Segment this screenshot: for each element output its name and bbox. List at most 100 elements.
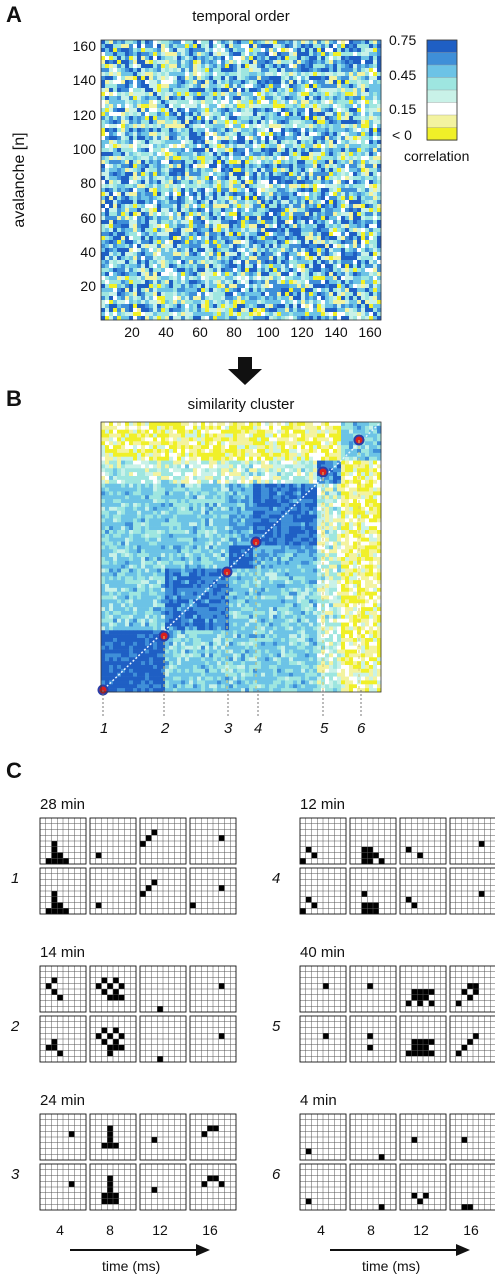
avalanche-frame — [449, 965, 495, 1013]
avalanche-frame — [39, 1015, 87, 1063]
avalanche-frame — [399, 965, 447, 1013]
active-electrode — [428, 989, 435, 995]
cluster-6-number: 6 — [272, 1166, 281, 1183]
active-electrode — [367, 908, 373, 914]
active-electrode — [101, 1198, 108, 1205]
active-electrode — [367, 846, 373, 853]
active-electrode — [118, 983, 125, 989]
active-electrode — [367, 858, 373, 864]
xtick: 60 — [192, 324, 208, 340]
active-electrode — [411, 1044, 418, 1051]
avalanche-frame — [399, 1113, 447, 1161]
cluster-2-duration: 14 min — [40, 944, 86, 961]
avalanche-frame — [139, 1015, 187, 1063]
avalanche-frame — [189, 965, 237, 1013]
avalanche-frame — [299, 965, 347, 1013]
panel-b-letter: B — [6, 386, 22, 411]
ytick: 60 — [80, 210, 96, 226]
cluster-3-duration: 24 min — [40, 1092, 86, 1109]
active-electrode — [473, 989, 479, 995]
active-electrode — [473, 983, 479, 989]
correlation-matrix-clustered — [97, 421, 382, 696]
active-electrode — [68, 1131, 75, 1137]
active-electrode — [101, 1192, 108, 1199]
active-electrode — [113, 1039, 119, 1045]
active-electrode — [45, 908, 52, 914]
active-electrode — [361, 858, 368, 864]
ytick: 100 — [72, 141, 96, 157]
avalanche-frame — [349, 1113, 397, 1161]
time-tick: 4 — [317, 1222, 325, 1238]
avalanche-frame — [189, 1015, 237, 1063]
correlation-matrix-temporal — [100, 39, 382, 321]
active-electrode — [300, 858, 306, 864]
avalanche-frame — [299, 1015, 347, 1063]
active-electrode — [218, 1181, 225, 1187]
active-electrode — [305, 846, 312, 853]
active-electrode — [51, 908, 58, 914]
active-electrode — [63, 908, 69, 914]
ytick: 140 — [72, 72, 96, 88]
time-tick: 8 — [367, 1222, 375, 1238]
avalanche-frame — [89, 817, 137, 865]
active-electrode — [323, 983, 329, 989]
active-electrode — [417, 989, 423, 995]
active-electrode — [107, 994, 113, 1001]
active-electrode — [467, 1204, 473, 1210]
active-electrode — [45, 1044, 52, 1051]
avalanche-frame — [349, 965, 397, 1013]
active-electrode — [218, 1033, 225, 1039]
active-electrode — [101, 1142, 108, 1149]
active-electrode — [95, 852, 102, 859]
active-electrode — [201, 1181, 208, 1187]
active-electrode — [107, 1137, 113, 1143]
active-electrode — [417, 994, 423, 1001]
active-electrode — [411, 994, 418, 1001]
active-electrode — [190, 902, 196, 909]
avalanche-frame — [399, 1015, 447, 1063]
active-electrode — [323, 1033, 329, 1039]
avalanche-frame — [89, 1015, 137, 1063]
active-electrode — [367, 983, 373, 989]
cluster-number-6: 6 — [357, 720, 366, 737]
active-electrode — [51, 891, 58, 897]
active-electrode — [51, 852, 58, 859]
active-electrode — [107, 1050, 113, 1057]
active-electrode — [373, 908, 379, 914]
active-electrode — [57, 908, 63, 914]
cluster-6-duration: 4 min — [300, 1092, 337, 1109]
active-electrode — [107, 1033, 113, 1039]
avalanche-frame — [39, 1163, 87, 1211]
active-electrode — [311, 852, 318, 859]
active-electrode — [57, 858, 63, 864]
xtick: 160 — [358, 324, 382, 340]
active-electrode — [478, 841, 485, 847]
active-electrode — [113, 1142, 119, 1149]
time-tick: 16 — [202, 1222, 218, 1238]
time-arrow-left — [70, 1244, 210, 1256]
active-electrode — [113, 1027, 119, 1034]
active-electrode — [113, 1192, 119, 1199]
active-electrode — [213, 1175, 219, 1182]
active-electrode — [461, 1044, 468, 1051]
cluster-5-duration: 40 min — [300, 944, 346, 961]
active-electrode — [51, 989, 58, 995]
avalanche-frame — [299, 867, 347, 915]
avalanche-frame — [189, 817, 237, 865]
avalanche-frame — [89, 1163, 137, 1211]
avalanche-frame — [399, 817, 447, 865]
avalanche-frame — [139, 965, 187, 1013]
active-electrode — [461, 1204, 468, 1210]
active-electrode — [45, 858, 52, 864]
xtick: 20 — [124, 324, 140, 340]
active-electrode — [57, 994, 63, 1001]
cluster-number-5: 5 — [320, 720, 329, 737]
avalanche-frame — [39, 1113, 87, 1161]
avalanche-frame — [299, 1113, 347, 1161]
avalanche-frame — [139, 867, 187, 915]
avalanche-frame — [189, 1113, 237, 1161]
avalanche-frame — [349, 1015, 397, 1063]
cluster-4-duration: 12 min — [300, 796, 346, 813]
active-electrode — [373, 852, 379, 859]
